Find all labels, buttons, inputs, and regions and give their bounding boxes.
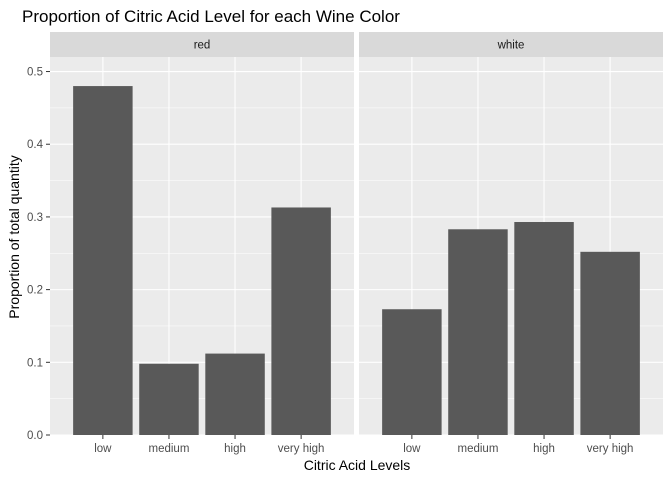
y-axis-title: Proportion of total quantity [6,155,22,318]
y-tick-label: 0.0 [27,430,43,442]
facet-panel-red: red low medium high very high [50,32,354,455]
bar-white-medium [448,229,508,435]
bar-white-very-high [580,251,640,435]
bar-red-high [205,353,265,435]
facet-strip-label: white [497,40,525,52]
bar-red-very-high [271,207,331,435]
x-axis-title: Citric Acid Levels [304,457,411,473]
y-axis: 0.0 0.1 0.2 0.3 0.4 0.5 [27,67,50,442]
bar-white-low [382,309,442,435]
x-tick-label: very high [587,443,634,455]
y-tick-label: 0.2 [27,285,43,297]
facet-strip [359,32,663,57]
bar-red-medium [139,363,199,435]
facet-panel-white: white low medium high very high [359,32,663,455]
y-tick-label: 0.5 [27,67,43,79]
x-tick-label: medium [149,443,190,455]
bar-red-low [73,86,133,436]
y-tick-label: 0.1 [27,357,43,369]
x-tick-label: high [224,443,246,455]
x-tick-label: high [533,443,555,455]
x-tick-label: low [94,443,112,455]
y-tick-label: 0.4 [27,139,44,151]
x-tick-label: very high [278,443,325,455]
facet-strip [50,32,354,57]
x-tick-label: medium [458,443,499,455]
facet-strip-label: red [194,40,211,52]
y-tick-label: 0.3 [27,212,43,224]
chart-title: Proportion of Citric Acid Level for each… [22,7,400,26]
x-tick-label: low [403,443,421,455]
bar-white-high [514,222,574,435]
